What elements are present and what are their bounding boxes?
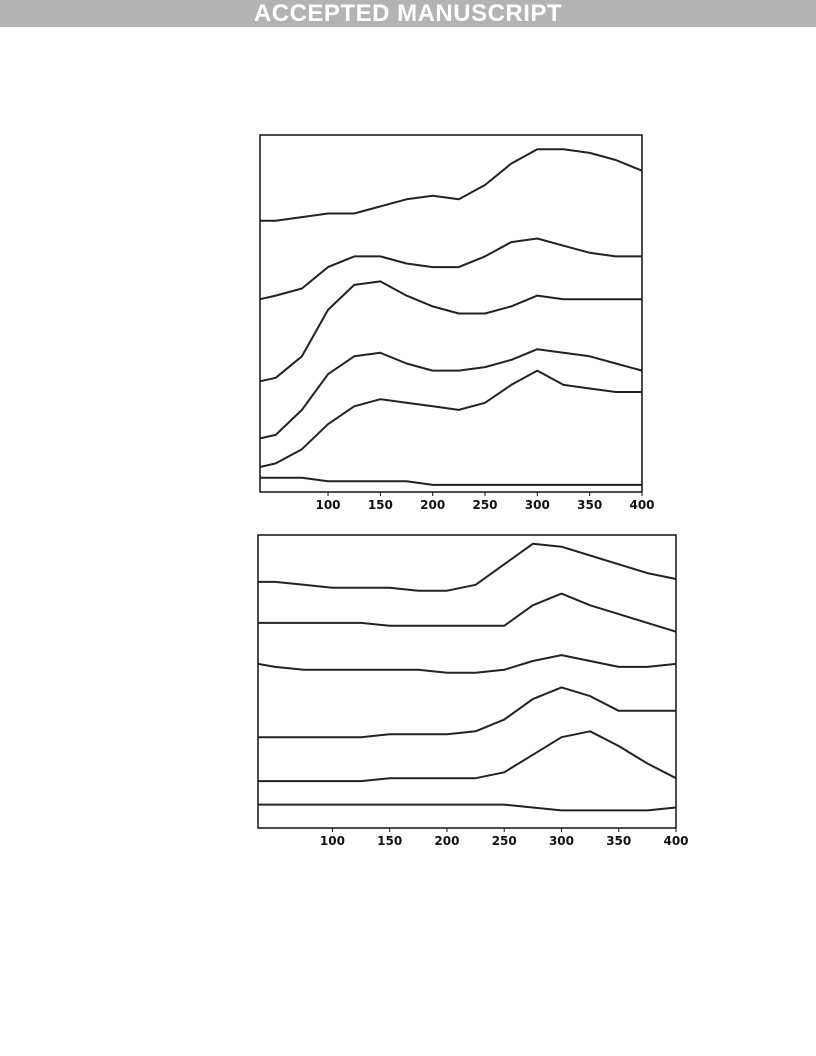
spectrum-curve [259,237,642,301]
spectrum-curve [258,592,677,633]
spectrum-curve [258,686,676,739]
spectrum-curve [257,654,677,674]
x-tick-label: 150 [377,834,402,848]
x-tick-label: 350 [577,498,602,512]
x-tick-label: 250 [492,834,517,848]
x-tick-label: 200 [434,834,459,848]
x-tick-label: 100 [315,498,340,512]
manuscript-banner: ACCEPTED MANUSCRIPT [0,0,816,27]
plot-frame [257,534,677,829]
spectrum-curve [258,542,677,592]
x-tick-label: 350 [606,834,631,848]
plot-frame [259,134,643,493]
spectrum-curve [258,730,677,783]
x-tick-label: 150 [368,498,393,512]
spectrum-curve [259,280,642,383]
spectrum-curve [259,369,642,468]
spectrum-curve [258,803,677,812]
x-tick-label: 200 [420,498,445,512]
spectrum-curve [260,148,643,222]
x-tick-label: 400 [663,834,688,848]
x-tick-label: 100 [320,834,345,848]
x-tick-label: 300 [549,834,574,848]
x-tick-label: 300 [525,498,550,512]
spectrum-curve [260,476,642,486]
x-tick-label: 250 [472,498,497,512]
x-tick-label: 400 [629,498,654,512]
spectrum-curve [259,348,643,440]
